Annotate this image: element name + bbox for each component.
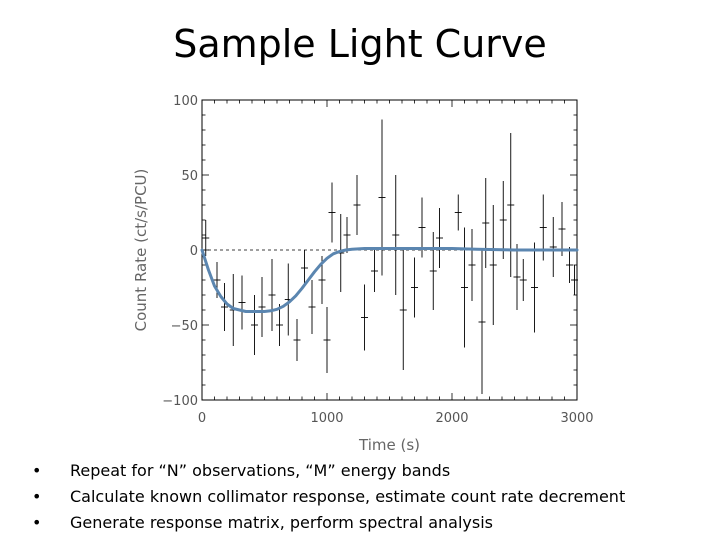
data-point — [489, 205, 497, 325]
data-point — [371, 250, 378, 292]
data-point — [519, 259, 527, 301]
x-axis-label: Time (s) — [358, 436, 420, 454]
data-point — [276, 304, 283, 346]
data-point — [478, 250, 486, 394]
data-point — [399, 250, 407, 370]
data-point — [251, 295, 258, 355]
data-point — [221, 283, 228, 331]
data-point — [238, 275, 246, 330]
data-point — [268, 259, 276, 331]
data-point — [301, 250, 308, 286]
bullet-text: Repeat for “N” observations, “M” energy … — [70, 461, 451, 480]
data-point — [392, 175, 400, 295]
y-tick-label: 50 — [181, 169, 198, 184]
y-tick-label: −100 — [162, 394, 198, 409]
data-point — [571, 265, 578, 295]
data-point — [549, 217, 557, 277]
data-point — [531, 242, 538, 333]
bullet-dot-icon: • — [32, 461, 42, 480]
data-point — [436, 208, 443, 268]
data-point — [411, 257, 418, 318]
bullet-item: • Calculate known collimator response, e… — [32, 484, 692, 510]
data-point — [566, 247, 573, 283]
bullet-dot-icon: • — [32, 513, 42, 532]
data-point — [513, 244, 521, 310]
data-point — [323, 307, 331, 373]
slide-title: Sample Light Curve — [173, 22, 547, 66]
data-point — [353, 175, 361, 235]
data-point — [378, 119, 386, 276]
data-point — [468, 229, 476, 301]
data-point — [202, 220, 210, 256]
data-point — [507, 133, 515, 277]
x-tick-label: 1000 — [310, 411, 343, 426]
x-tick-label: 2000 — [435, 411, 468, 426]
data-point — [258, 277, 266, 337]
bullet-text: Calculate known collimator response, est… — [70, 487, 626, 506]
data-point — [343, 217, 351, 253]
data-point — [293, 319, 301, 361]
y-tick-label: 100 — [173, 94, 198, 109]
data-point — [499, 181, 507, 259]
bullet-item: • Repeat for “N” observations, “M” energ… — [32, 458, 692, 484]
data-point — [482, 178, 490, 268]
data-point — [454, 194, 462, 231]
light-curve-chart: 0 1000 2000 3000 −100 −50 0 50 100 Time (s) Count … — [132, 94, 594, 454]
y-axis-label: Count Rate (ct/s/PCU) — [132, 169, 150, 332]
bullet-list: • Repeat for “N” observations, “M” energ… — [32, 458, 692, 536]
y-tick-label: −50 — [171, 319, 198, 334]
x-tick-label: 3000 — [560, 411, 593, 426]
data-point — [461, 227, 468, 348]
x-tick-label: 0 — [198, 411, 206, 426]
data-point — [429, 232, 437, 310]
y-tick-label: 0 — [190, 244, 198, 259]
data-point — [361, 284, 368, 351]
data-point — [328, 182, 336, 243]
model-curve-line — [200, 247, 579, 313]
bullet-text: Generate response matrix, perform spectr… — [70, 513, 493, 532]
data-point — [558, 202, 566, 256]
bullet-item: • Generate response matrix, perform spec… — [32, 510, 692, 536]
data-point — [308, 280, 316, 334]
bullet-dot-icon: • — [32, 487, 42, 506]
